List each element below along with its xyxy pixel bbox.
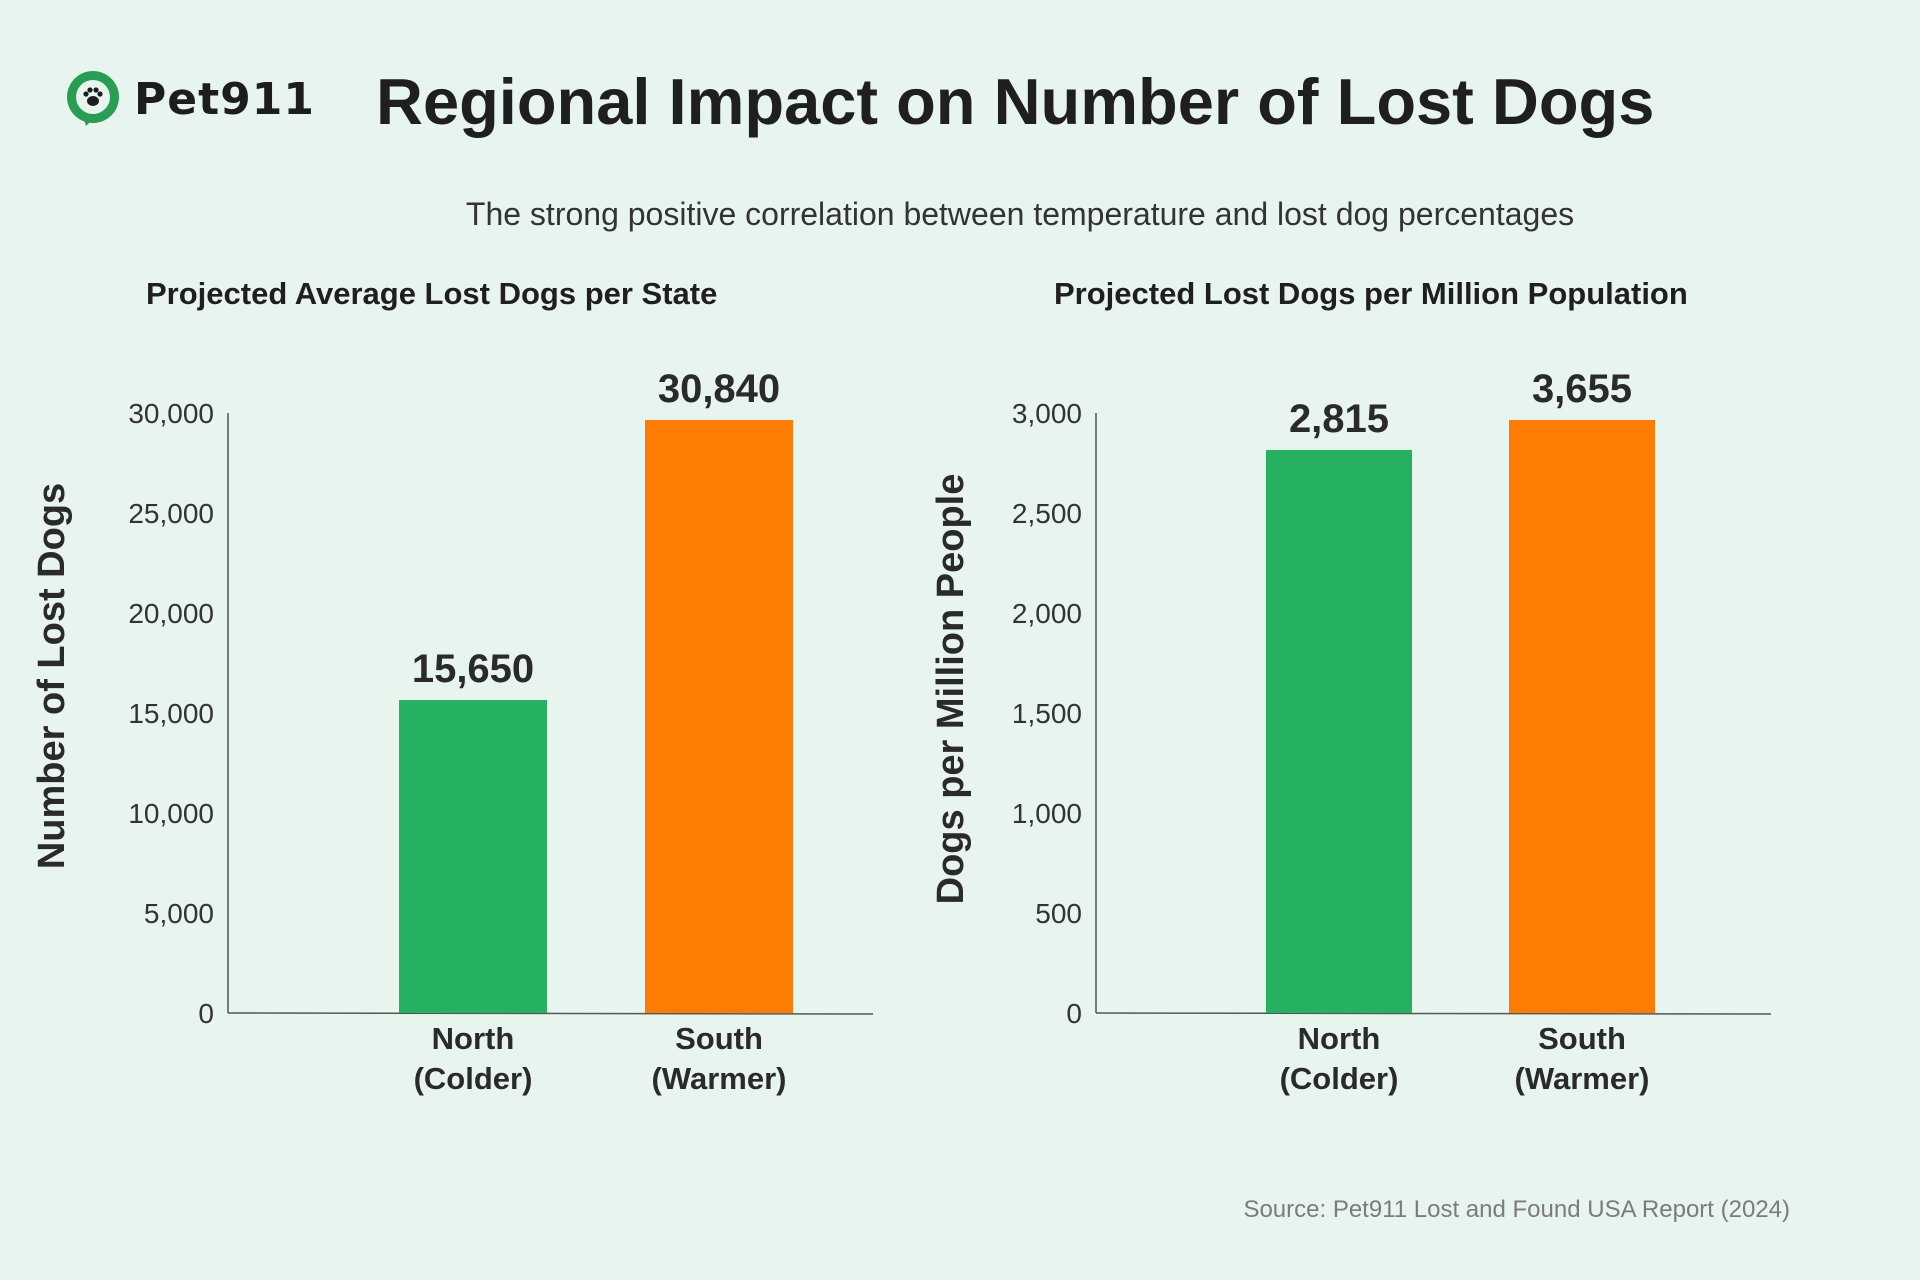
x-tick-sublabel: (Warmer) xyxy=(1515,1061,1650,1096)
brand-name: Pet911 xyxy=(134,73,315,125)
bar-value-label: 2,815 xyxy=(1289,397,1389,441)
chart-1-title: Projected Average Lost Dogs per State xyxy=(146,276,718,311)
bar-value-label: 3,655 xyxy=(1532,367,1632,411)
page-subtitle: The strong positive correlation between … xyxy=(465,196,1575,232)
brand-logo[interactable]: Pet911 xyxy=(64,70,315,128)
x-tick-sublabel: (Colder) xyxy=(1280,1061,1399,1096)
paw-pin-icon xyxy=(67,71,119,126)
lost-dogs-per-state-chart: 0 5,000 10,000 15,000 20,000 25,000 30,000 Numb… xyxy=(31,367,874,1096)
y-axis-label: Dogs per Million People xyxy=(930,474,972,905)
y-tick-label: 2,000 xyxy=(1012,598,1082,629)
bar-value-label: 15,650 xyxy=(412,647,534,691)
x-tick-sublabel: (Warmer) xyxy=(652,1061,787,1096)
x-tick-sublabel: (Colder) xyxy=(414,1061,533,1096)
x-axis-line xyxy=(1095,1012,1772,1015)
x-tick-label: North xyxy=(432,1021,515,1056)
y-tick-label: 20,000 xyxy=(128,598,214,629)
x-tick-label: South xyxy=(675,1021,763,1056)
x-tick-label: North xyxy=(1298,1021,1381,1056)
y-tick-label: 25,000 xyxy=(128,498,214,529)
y-tick-label: 1,000 xyxy=(1012,798,1082,829)
source-note: Source: Pet911 Lost and Found USA Report… xyxy=(1243,1196,1790,1223)
y-tick-label: 10,000 xyxy=(128,798,214,829)
y-tick-label: 5,000 xyxy=(144,898,214,929)
bar-value-label: 30,840 xyxy=(658,367,780,411)
y-axis-label: Number of Lost Dogs xyxy=(31,483,73,869)
bar-north xyxy=(399,700,547,1013)
y-tick-label: 30,000 xyxy=(128,398,214,429)
chart-2-title: Projected Lost Dogs per Million Populati… xyxy=(1054,276,1688,311)
x-tick-label: South xyxy=(1538,1021,1626,1056)
x-axis-line xyxy=(227,1012,874,1015)
bar-south xyxy=(645,420,793,1013)
page-title: Regional Impact on Number of Lost Dogs xyxy=(376,65,1655,138)
y-tick-label: 2,500 xyxy=(1012,498,1082,529)
bar-south xyxy=(1509,420,1655,1013)
y-tick-label: 3,000 xyxy=(1012,398,1082,429)
y-tick-label: 500 xyxy=(1035,898,1082,929)
y-tick-label: 15,000 xyxy=(128,698,214,729)
bar-north xyxy=(1266,450,1412,1013)
y-tick-label: 1,500 xyxy=(1012,698,1082,729)
y-tick-label: 0 xyxy=(1066,998,1082,1029)
y-tick-label: 0 xyxy=(198,998,214,1029)
